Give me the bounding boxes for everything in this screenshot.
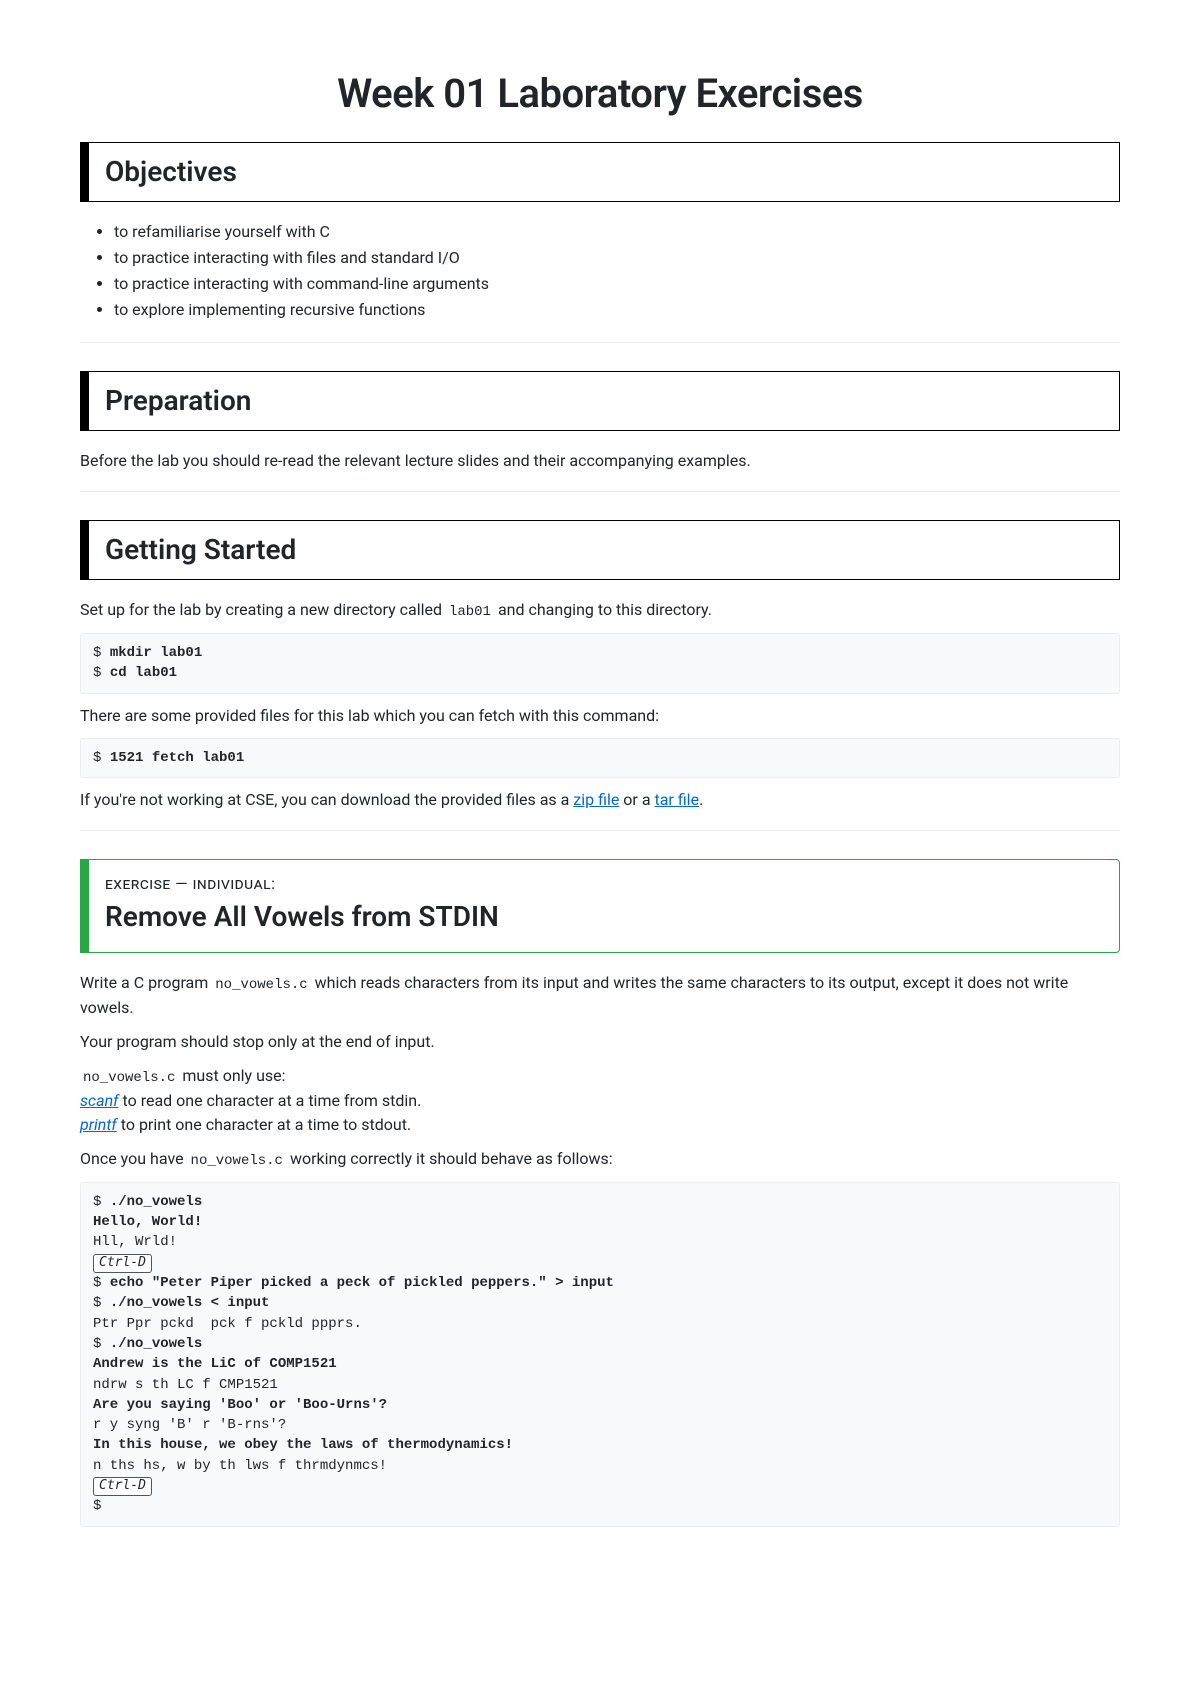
program-output: Ptr Ppr pckd pck f pckld ppprs. bbox=[93, 1316, 362, 1332]
getting-started-outro: If you're not working at CSE, you can do… bbox=[80, 788, 1120, 812]
code-block-fetch: $ 1521 fetch lab01 bbox=[80, 738, 1120, 778]
getting-started-intro: Set up for the lab by creating a new dir… bbox=[80, 598, 1120, 623]
program-output: r y syng 'B' r 'B-rns'? bbox=[93, 1417, 286, 1433]
code-inline: no_vowels.c bbox=[212, 976, 310, 994]
divider bbox=[80, 491, 1120, 492]
list-item: to practice interacting with files and s… bbox=[114, 246, 1120, 270]
command: ./no_vowels bbox=[110, 1194, 202, 1210]
preparation-heading: Preparation bbox=[105, 380, 1103, 422]
divider bbox=[80, 342, 1120, 343]
text: or a bbox=[619, 790, 654, 809]
text: to read one character at a time from std… bbox=[119, 1091, 422, 1110]
page-title: Week 01 Laboratory Exercises bbox=[80, 64, 1120, 124]
code-inline: no_vowels.c bbox=[188, 1152, 286, 1170]
text: If you're not working at CSE, you can do… bbox=[80, 790, 573, 809]
exercise-heading-box: exercise — individual: Remove All Vowels… bbox=[80, 859, 1120, 953]
prompt: $ bbox=[93, 1498, 101, 1514]
preparation-text: Before the lab you should re-read the re… bbox=[80, 449, 1120, 473]
text: Set up for the lab by creating a new dir… bbox=[80, 600, 446, 619]
text: must only use: bbox=[178, 1066, 285, 1085]
keypress-ctrl-d: Ctrl-D bbox=[93, 1477, 152, 1496]
exercise-p4: Once you have no_vowels.c working correc… bbox=[80, 1147, 1120, 1172]
command: ./no_vowels bbox=[110, 1336, 202, 1352]
prompt: $ bbox=[93, 750, 110, 766]
user-input: Are you saying 'Boo' or 'Boo-Urns'? bbox=[93, 1397, 387, 1413]
text: . bbox=[699, 790, 703, 809]
prompt: $ bbox=[93, 1194, 110, 1210]
prompt: $ bbox=[93, 1336, 110, 1352]
program-output: ndrw s th LC f CMP1521 bbox=[93, 1377, 278, 1393]
code-block-mkdir: $ mkdir lab01 $ cd lab01 bbox=[80, 633, 1120, 694]
text: to print one character at a time to stdo… bbox=[117, 1115, 411, 1134]
program-output: n ths hs, w by th lws f thrmdynmcs! bbox=[93, 1458, 387, 1474]
command: ./no_vowels < input bbox=[110, 1295, 270, 1311]
list-item: to refamiliarise yourself with C bbox=[114, 220, 1120, 244]
objectives-heading-box: Objectives bbox=[80, 142, 1120, 202]
user-input: Andrew is the LiC of COMP1521 bbox=[93, 1356, 337, 1372]
exercise-overline: exercise — individual: bbox=[105, 872, 1103, 896]
printf-link[interactable]: printf bbox=[80, 1115, 117, 1134]
scanf-link[interactable]: scanf bbox=[80, 1091, 119, 1110]
program-output: Hll, Wrld! bbox=[93, 1234, 177, 1250]
exercise-p1: Write a C program no_vowels.c which read… bbox=[80, 971, 1120, 1020]
text: Once you have bbox=[80, 1149, 188, 1168]
example-output-block: $ ./no_vowels Hello, World! Hll, Wrld! C… bbox=[80, 1182, 1120, 1527]
tar-file-link[interactable]: tar file bbox=[654, 790, 699, 809]
list-item: to explore implementing recursive functi… bbox=[114, 298, 1120, 322]
text: working correctly it should behave as fo… bbox=[286, 1149, 613, 1168]
getting-started-heading-box: Getting Started bbox=[80, 520, 1120, 580]
prompt: $ bbox=[93, 645, 110, 661]
exercise-p3: no_vowels.c must only use: scanf to read… bbox=[80, 1064, 1120, 1137]
user-input: In this house, we obey the laws of therm… bbox=[93, 1437, 513, 1453]
command: 1521 fetch lab01 bbox=[110, 750, 244, 766]
command: echo "Peter Piper picked a peck of pickl… bbox=[110, 1275, 614, 1291]
objectives-heading: Objectives bbox=[105, 151, 1103, 193]
text: Write a C program bbox=[80, 973, 212, 992]
list-item: to practice interacting with command-lin… bbox=[114, 272, 1120, 296]
prompt: $ bbox=[93, 1275, 110, 1291]
divider bbox=[80, 830, 1120, 831]
exercise-p2: Your program should stop only at the end… bbox=[80, 1030, 1120, 1054]
exercise-heading: Remove All Vowels from STDIN bbox=[105, 896, 1103, 938]
text: and changing to this directory. bbox=[494, 600, 712, 619]
user-input: Hello, World! bbox=[93, 1214, 202, 1230]
command: mkdir lab01 bbox=[110, 645, 202, 661]
keypress-ctrl-d: Ctrl-D bbox=[93, 1254, 152, 1273]
objectives-list: to refamiliarise yourself with C to prac… bbox=[80, 220, 1120, 322]
command: cd lab01 bbox=[110, 665, 177, 681]
prompt: $ bbox=[93, 665, 110, 681]
prompt: $ bbox=[93, 1295, 110, 1311]
preparation-heading-box: Preparation bbox=[80, 371, 1120, 431]
getting-started-heading: Getting Started bbox=[105, 529, 1103, 571]
getting-started-mid: There are some provided files for this l… bbox=[80, 704, 1120, 728]
code-inline: lab01 bbox=[446, 603, 494, 621]
code-inline: no_vowels.c bbox=[80, 1069, 178, 1087]
zip-file-link[interactable]: zip file bbox=[573, 790, 619, 809]
